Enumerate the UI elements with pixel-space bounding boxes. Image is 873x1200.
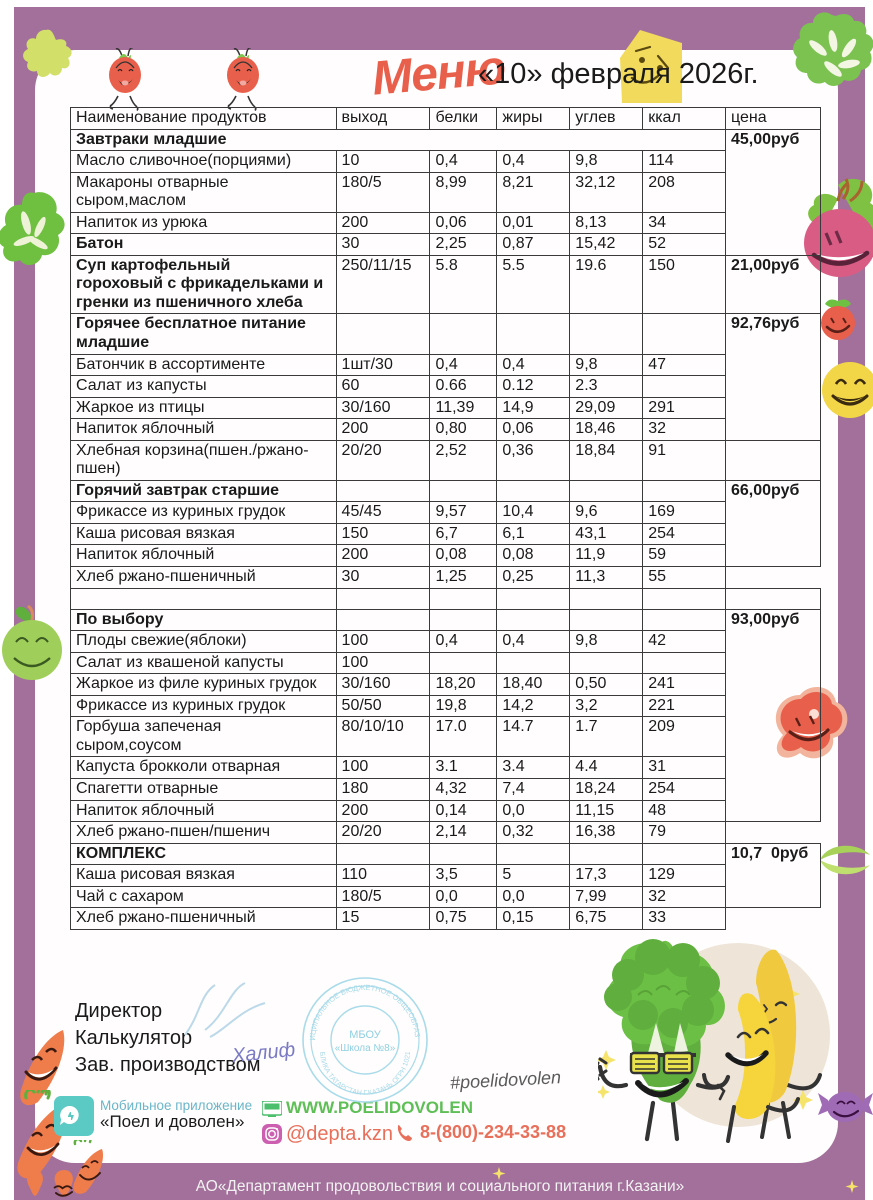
svg-text:МБОУ: МБОУ — [349, 1029, 382, 1041]
svg-text:«Школа №8»: «Школа №8» — [335, 1043, 396, 1054]
